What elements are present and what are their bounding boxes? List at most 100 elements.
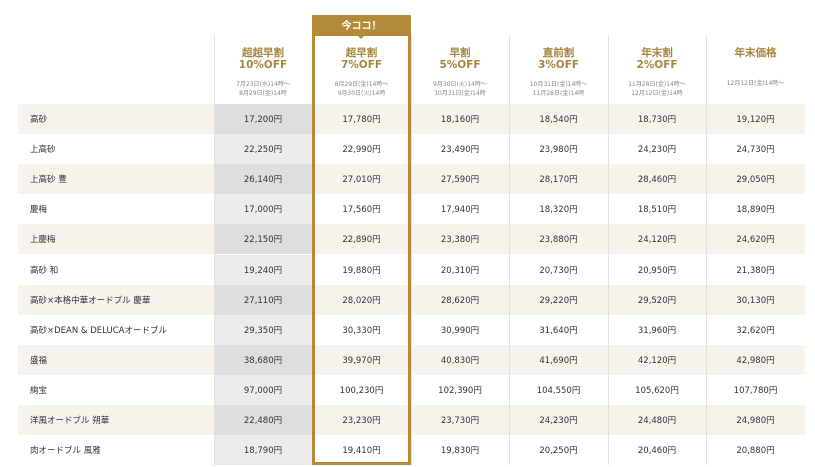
column-title: 超早割 [345, 47, 378, 59]
price-cell: 107,780円 [733, 385, 778, 396]
price-cell: 18,160円 [440, 115, 480, 126]
price-cell: 30,990円 [440, 325, 480, 336]
price-cell: 22,480円 [214, 405, 312, 436]
price-cell: 20,250円 [539, 446, 578, 457]
column-title: 早割 [449, 47, 471, 59]
price-cell: 23,490円 [440, 145, 480, 156]
price-cell: 23,730円 [440, 416, 480, 427]
price-cell: 22,990円 [342, 145, 381, 156]
column-title: 年末割 [641, 47, 673, 59]
price-cell: 30,130円 [736, 295, 775, 306]
price-cell: 27,590円 [440, 175, 480, 186]
column-period: 10月31日(金)14時 [434, 90, 486, 97]
row-name: 高砂×本格中華オードブル 慶華 [30, 295, 151, 306]
column-period: 8月29日(金)14時〜 [334, 81, 389, 88]
column-divider [608, 35, 609, 466]
price-cell: 18,730円 [637, 115, 677, 126]
price-cell: 24,980円 [736, 416, 775, 427]
price-cell: 17,000円 [214, 194, 312, 225]
column-period: 10月31日(金)14時〜 [529, 81, 588, 88]
price-cell: 23,230円 [342, 416, 381, 427]
price-cell: 19,830円 [440, 446, 480, 457]
column-period: 11月28日(金)14時〜 [628, 81, 686, 88]
price-cell: 19,240円 [214, 254, 312, 285]
price-cell: 31,640円 [539, 325, 578, 336]
column-period: 9月30日(火)14時 [337, 90, 386, 97]
price-cell: 18,790円 [214, 435, 312, 466]
row-name: 高砂 和 [30, 265, 59, 276]
row-name: 上高砂 豊 [30, 175, 67, 186]
price-cell: 18,890円 [736, 205, 775, 216]
column-discount: 2%OFF [636, 59, 678, 71]
price-cell: 42,120円 [637, 355, 677, 366]
price-cell: 20,950円 [637, 265, 677, 276]
price-cell: 24,730円 [736, 145, 775, 156]
price-cell: 29,220円 [539, 295, 578, 306]
price-cell: 17,780円 [342, 115, 381, 126]
price-cell: 42,980円 [736, 355, 775, 366]
column-period: 8月29日(金)14時 [239, 90, 287, 97]
price-cell: 18,510円 [637, 205, 677, 216]
current-badge: 今ココ！ [312, 15, 411, 34]
current-highlight [312, 33, 411, 466]
column-divider [214, 35, 215, 466]
price-cell: 28,620円 [440, 295, 480, 306]
row-name: 洋風オードブル 朔華 [30, 416, 110, 427]
price-cell: 29,520円 [637, 295, 677, 306]
price-cell: 24,620円 [736, 235, 775, 246]
row-name: 高砂×DEAN & DELUCAオードブル [30, 325, 167, 336]
row-name: 絢宝 [30, 385, 48, 396]
column-discount: 7%OFF [340, 59, 383, 71]
price-cell: 38,680円 [214, 344, 312, 375]
column-title: 超超早割 [242, 47, 284, 59]
price-cell: 24,480円 [637, 416, 677, 427]
price-cell: 100,230円 [339, 385, 384, 396]
price-cell: 28,460円 [637, 175, 677, 186]
price-cell: 21,380円 [736, 265, 775, 276]
column-period: 7月23日(水)14時〜 [236, 81, 290, 88]
column-period: 11月28日(金)14時 [532, 90, 585, 97]
price-cell: 39,970円 [342, 355, 381, 366]
price-cell: 18,540円 [539, 115, 578, 126]
price-cell: 29,350円 [214, 314, 312, 345]
column-title: 直前割 [542, 47, 575, 59]
row-name: 肉オードブル 風雅 [30, 446, 101, 457]
row-name: 上慶梅 [30, 235, 56, 246]
price-cell: 19,880円 [342, 265, 381, 276]
price-cell: 19,410円 [342, 446, 381, 457]
price-cell: 17,940円 [440, 205, 480, 216]
price-cell: 30,330円 [342, 325, 381, 336]
price-cell: 20,730円 [539, 265, 578, 276]
column-divider [509, 35, 510, 466]
price-cell: 17,560円 [342, 205, 381, 216]
price-cell: 102,390円 [438, 385, 482, 396]
price-cell: 26,140円 [214, 164, 312, 195]
row-name: 慶梅 [30, 205, 48, 216]
price-cell: 23,380円 [440, 235, 480, 246]
row-name: 上高砂 [30, 145, 56, 156]
price-cell: 23,880円 [539, 235, 578, 246]
column-discount: 3%OFF [537, 59, 580, 71]
price-cell: 27,010円 [342, 175, 381, 186]
price-cell: 18,320円 [539, 205, 578, 216]
row-name: 盛福 [30, 355, 48, 366]
price-cell: 29,050円 [736, 175, 775, 186]
price-cell: 28,170円 [539, 175, 578, 186]
column-discount: 10%OFF [238, 59, 288, 71]
column-period: 9月30日(火)14時〜 [433, 81, 487, 88]
price-cell: 97,000円 [214, 374, 312, 405]
badge-arrow [355, 33, 367, 39]
column-discount: 5%OFF [439, 59, 481, 71]
column-period: 12月12日(金)14時 [631, 90, 683, 97]
column-title: 年末価格 [734, 47, 777, 59]
price-cell: 105,620円 [635, 385, 679, 396]
price-cell: 27,110円 [214, 284, 312, 315]
price-cell: 24,120円 [637, 235, 677, 246]
price-cell: 22,250円 [214, 134, 312, 165]
price-cell: 17,200円 [214, 104, 312, 135]
column-period: 12月12日(金)14時〜 [726, 80, 785, 87]
column-divider [706, 35, 707, 466]
price-cell: 20,880円 [736, 446, 775, 457]
price-cell: 40,830円 [440, 355, 480, 366]
